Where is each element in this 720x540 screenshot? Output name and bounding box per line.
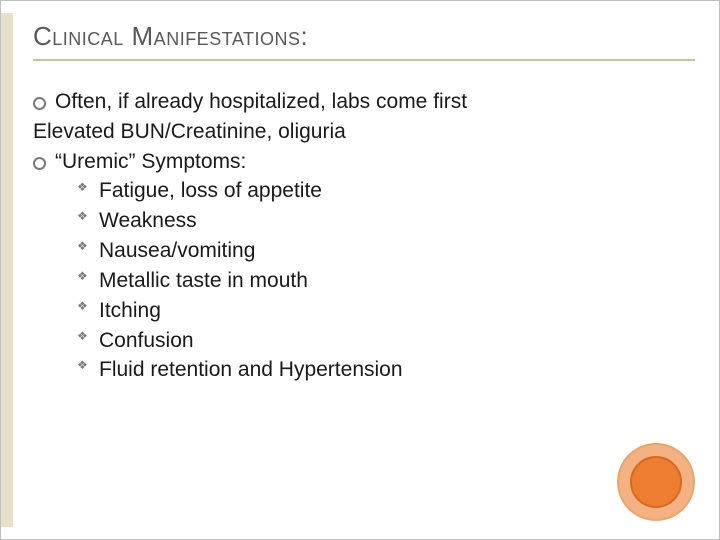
slide-title: Clinical Manifestations: xyxy=(33,21,308,52)
sub-bullet-2: Weakness xyxy=(33,206,687,236)
bullet-item-1-continuation: Elevated BUN/Creatinine, oliguria xyxy=(33,117,687,147)
decorative-circle-inner xyxy=(630,456,682,508)
bullet-item-1: Often, if already hospitalized, labs com… xyxy=(33,87,687,117)
sub-bullet-5: Itching xyxy=(33,296,687,326)
sub-bullet-4: Metallic taste in mouth xyxy=(33,266,687,296)
slide-content: Often, if already hospitalized, labs com… xyxy=(33,87,687,385)
title-underline xyxy=(33,59,695,61)
slide: Clinical Manifestations: Often, if alrea… xyxy=(0,0,720,540)
sub-bullet-3: Nausea/vomiting xyxy=(33,236,687,266)
bullet-text: Often, if already hospitalized, labs com… xyxy=(55,90,467,113)
sub-bullet-1: Fatigue, loss of appetite xyxy=(33,176,687,206)
sub-bullet-6: Confusion xyxy=(33,326,687,356)
bullet-item-2: “Uremic” Symptoms: xyxy=(33,147,687,177)
sub-bullet-7: Fluid retention and Hypertension xyxy=(33,355,687,385)
bullet-text: “Uremic” Symptoms: xyxy=(55,150,246,173)
left-side-bar xyxy=(1,13,13,527)
